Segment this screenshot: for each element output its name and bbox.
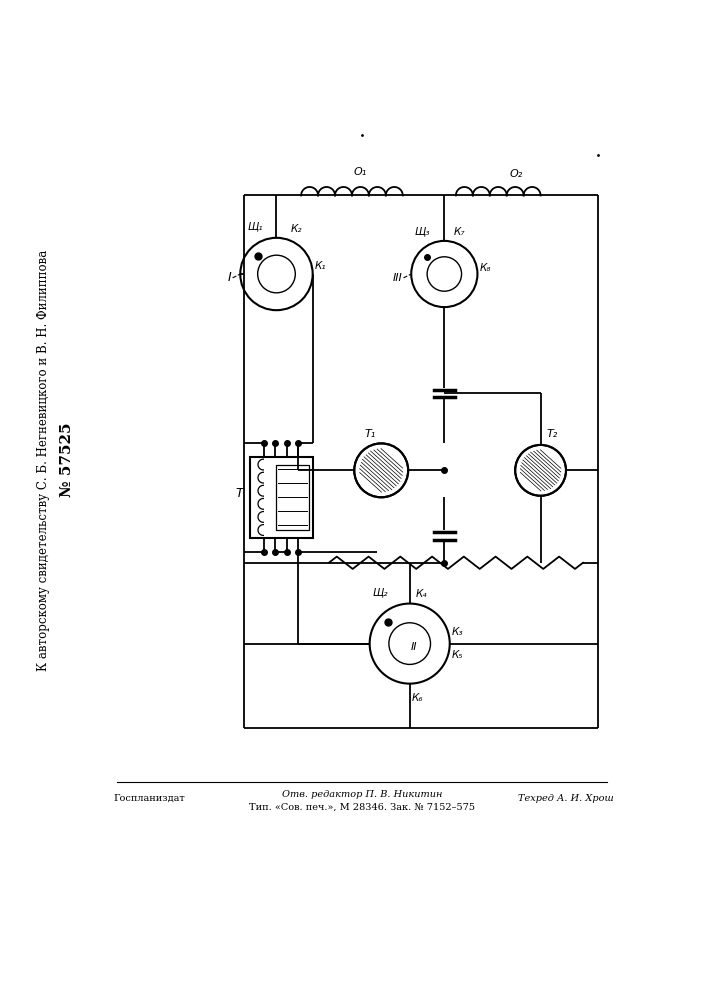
Text: Тип. «Сов. печ.», М 28346. Зак. № 7152–575: Тип. «Сов. печ.», М 28346. Зак. № 7152–5… [249,803,475,812]
Text: Щ₃: Щ₃ [415,226,431,236]
Text: Щ₂: Щ₂ [373,587,388,597]
Text: К₃: К₃ [452,627,464,637]
Text: О₂: О₂ [510,169,523,179]
Text: К₇: К₇ [454,227,465,237]
Text: О₁: О₁ [354,167,367,177]
Text: К авторскому свидетельству С. Б. Негневицкого и В. Н. Филиппова: К авторскому свидетельству С. Б. Негневи… [37,249,50,671]
Text: К₆: К₆ [411,693,423,703]
Text: К₄: К₄ [416,589,427,599]
Text: Госпланиздат: Госпланиздат [113,794,185,803]
Text: К₈: К₈ [480,263,491,273]
Circle shape [354,443,408,497]
Text: К₁: К₁ [315,261,327,271]
Bar [276,465,309,530]
Text: Т: Т [235,487,243,500]
Bar [250,457,312,538]
Text: Т₁: Т₁ [364,429,375,439]
Text: I: I [228,271,231,284]
Text: К₅: К₅ [452,650,464,660]
Text: Т₂: Т₂ [547,429,558,439]
Circle shape [515,445,566,496]
Text: II: II [410,642,417,652]
Text: Щ₁: Щ₁ [247,222,263,232]
Text: К₂: К₂ [291,224,302,234]
Text: III: III [392,273,402,283]
Text: № 57525: № 57525 [60,423,74,497]
Text: Техред А. И. Хрош: Техред А. И. Хрош [518,794,614,803]
Text: Отв. редактор П. В. Никитин: Отв. редактор П. В. Никитин [282,790,442,799]
